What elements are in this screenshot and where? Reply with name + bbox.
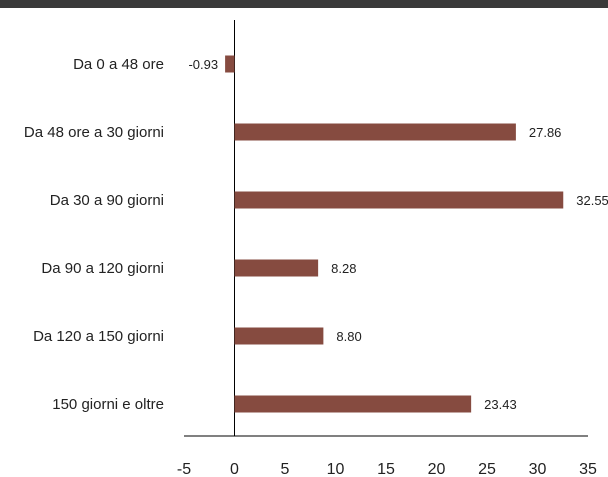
x-tick-label: 15 [377,461,395,477]
x-tick-label: 0 [230,461,239,477]
category-label: Da 48 ore a 30 giorni [24,124,164,141]
x-tick-label: 20 [428,461,446,477]
bar [225,55,235,73]
category-label: 150 giorni e oltre [52,396,164,413]
bar [234,395,472,413]
x-tick-label: 5 [281,461,290,477]
x-tick-label: 30 [529,461,547,477]
bar [234,191,564,209]
x-tick-label: 25 [478,461,496,477]
category-label: Da 90 a 120 giorni [41,260,164,277]
data-label: -0.93 [188,57,218,72]
data-label: 32.55 [576,193,608,208]
category-label: Da 120 a 150 giorni [33,328,164,345]
data-label: 23.43 [484,397,517,412]
data-label: 27.86 [529,125,562,140]
header-rule [0,0,608,8]
x-tick-label: 35 [579,461,597,477]
x-tick-label: -5 [177,461,191,477]
bar [234,259,319,277]
data-label: 8.80 [336,329,361,344]
bar [234,123,516,141]
category-label: Da 0 a 48 ore [73,56,164,73]
data-label: 8.28 [331,261,356,276]
category-label: Da 30 a 90 giorni [50,192,164,209]
x-tick-label: 10 [327,461,345,477]
bar [234,327,324,345]
